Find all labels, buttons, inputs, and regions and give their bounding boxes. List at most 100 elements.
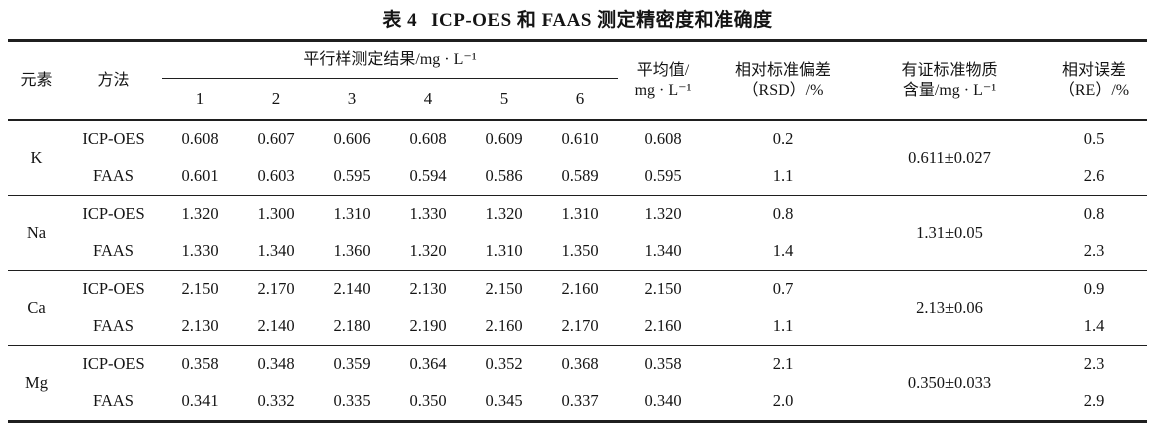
table-row: FAAS 0.341 0.332 0.335 0.350 0.345 0.337…: [8, 383, 1147, 422]
cell-value: 1.340: [257, 241, 295, 261]
col-header-mean-line1: 平均值/: [636, 61, 690, 79]
table-row: FAAS 2.130 2.140 2.180 2.190 2.160 2.170…: [8, 308, 1147, 346]
cell-value: 0.601: [181, 166, 219, 186]
col-header-rsd: 相对标准偏差 （RSD）/%: [708, 41, 858, 121]
cell-value: 2.170: [257, 279, 295, 299]
cell-value: 0.606: [333, 129, 371, 149]
cell-mean: 2.160: [644, 316, 682, 336]
col-header-mean: 平均值/ mg · L⁻¹: [618, 41, 708, 121]
cell-mean: 0.358: [644, 354, 682, 374]
cell-value: 0.607: [257, 129, 295, 149]
cell-method: FAAS: [93, 166, 134, 186]
cell-method: FAAS: [93, 391, 134, 411]
cell-value: 1.330: [181, 241, 219, 261]
cell-rsd: 1.1: [772, 166, 794, 186]
col-header-rep-4: 4: [423, 89, 433, 109]
cell-value: 0.337: [561, 391, 599, 411]
cell-value: 1.320: [181, 204, 219, 224]
cell-re: 2.3: [1083, 241, 1105, 261]
col-header-rep-2: 2: [271, 89, 281, 109]
col-header-crm-line2: 含量/mg · L⁻¹: [902, 81, 997, 99]
cell-rsd: 2.1: [772, 354, 794, 374]
cell-value: 1.320: [409, 241, 447, 261]
cell-re: 1.4: [1083, 316, 1105, 336]
col-header-re-line2: （RE）/%: [1058, 81, 1130, 99]
cell-crm: 1.31±0.05: [916, 222, 983, 242]
cell-value: 2.160: [485, 316, 523, 336]
col-header-parallel-results: 平行样测定结果/mg · L⁻¹: [162, 40, 618, 79]
col-header-rsd-line2: （RSD）/%: [742, 81, 824, 99]
col-header-crm: 有证标准物质 含量/mg · L⁻¹: [858, 41, 1041, 121]
cell-method: FAAS: [93, 316, 134, 336]
cell-re: 0.5: [1083, 129, 1105, 149]
col-header-crm-line1: 有证标准物质: [901, 61, 998, 79]
col-header-mean-line2: mg · L⁻¹: [634, 81, 692, 99]
cell-rsd: 1.1: [772, 316, 794, 336]
cell-value: 1.310: [485, 241, 523, 261]
cell-value: 1.350: [561, 241, 599, 261]
col-header-method: 方法: [97, 71, 130, 89]
cell-value: 0.332: [257, 391, 295, 411]
cell-value: 1.320: [485, 204, 523, 224]
cell-value: 0.608: [409, 129, 447, 149]
cell-value: 1.310: [561, 204, 599, 224]
table-title: 表 4 ICP-OES 和 FAAS 测定精密度和准确度: [0, 0, 1155, 33]
table-body: K ICP-OES 0.608 0.607 0.606 0.608 0.609 …: [8, 120, 1147, 422]
cell-re: 2.9: [1083, 391, 1105, 411]
cell-value: 0.368: [561, 354, 599, 374]
cell-mean: 0.595: [644, 166, 682, 186]
cell-value: 0.603: [257, 166, 295, 186]
table-row: Na ICP-OES 1.320 1.300 1.310 1.330 1.320…: [8, 196, 1147, 242]
cell-mean: 1.320: [644, 204, 682, 224]
data-table: 元素 方法 平行样测定结果/mg · L⁻¹ 平均值/ mg · L⁻¹ 相对标…: [8, 39, 1147, 423]
cell-rsd: 2.0: [772, 391, 794, 411]
cell-value: 0.335: [333, 391, 371, 411]
cell-value: 0.594: [409, 166, 447, 186]
cell-value: 2.130: [409, 279, 447, 299]
cell-value: 0.608: [181, 129, 219, 149]
table-row: FAAS 1.330 1.340 1.360 1.320 1.310 1.350…: [8, 233, 1147, 271]
cell-re: 0.9: [1083, 279, 1105, 299]
table-row: K ICP-OES 0.608 0.607 0.606 0.608 0.609 …: [8, 120, 1147, 167]
cell-value: 2.170: [561, 316, 599, 336]
cell-value: 0.350: [409, 391, 447, 411]
cell-method: ICP-OES: [82, 354, 145, 374]
col-header-re-line1: 相对误差: [1061, 61, 1126, 79]
cell-value: 2.130: [181, 316, 219, 336]
table-row: Ca ICP-OES 2.150 2.170 2.140 2.130 2.150…: [8, 271, 1147, 317]
cell-value: 0.348: [257, 354, 295, 374]
cell-value: 2.190: [409, 316, 447, 336]
col-header-element: 元素: [20, 71, 53, 89]
cell-method: ICP-OES: [82, 279, 145, 299]
cell-crm: 2.13±0.06: [916, 297, 983, 317]
cell-value: 1.300: [257, 204, 295, 224]
cell-rsd: 1.4: [772, 241, 794, 261]
cell-value: 2.140: [257, 316, 295, 336]
cell-value: 2.150: [485, 279, 523, 299]
cell-value: 0.345: [485, 391, 523, 411]
cell-value: 2.140: [333, 279, 371, 299]
col-header-rep-1: 1: [195, 89, 205, 109]
cell-element: Ca: [27, 297, 46, 317]
table-title-text: ICP-OES 和 FAAS 测定精密度和准确度: [431, 10, 773, 31]
table-row: Mg ICP-OES 0.358 0.348 0.359 0.364 0.352…: [8, 346, 1147, 392]
cell-mean: 2.150: [644, 279, 682, 299]
cell-re: 0.8: [1083, 204, 1105, 224]
cell-mean: 1.340: [644, 241, 682, 261]
cell-value: 0.341: [181, 391, 219, 411]
cell-value: 0.364: [409, 354, 447, 374]
cell-element: K: [30, 147, 43, 167]
cell-method: ICP-OES: [82, 204, 145, 224]
cell-value: 1.360: [333, 241, 371, 261]
cell-method: ICP-OES: [82, 129, 145, 149]
cell-rsd: 0.7: [772, 279, 794, 299]
col-header-rep-6: 6: [575, 89, 585, 109]
cell-value: 0.610: [561, 129, 599, 149]
cell-value: 0.352: [485, 354, 523, 374]
cell-value: 0.359: [333, 354, 371, 374]
cell-value: 0.609: [485, 129, 523, 149]
col-header-rep-5: 5: [499, 89, 509, 109]
cell-re: 2.6: [1083, 166, 1105, 186]
cell-value: 1.330: [409, 204, 447, 224]
